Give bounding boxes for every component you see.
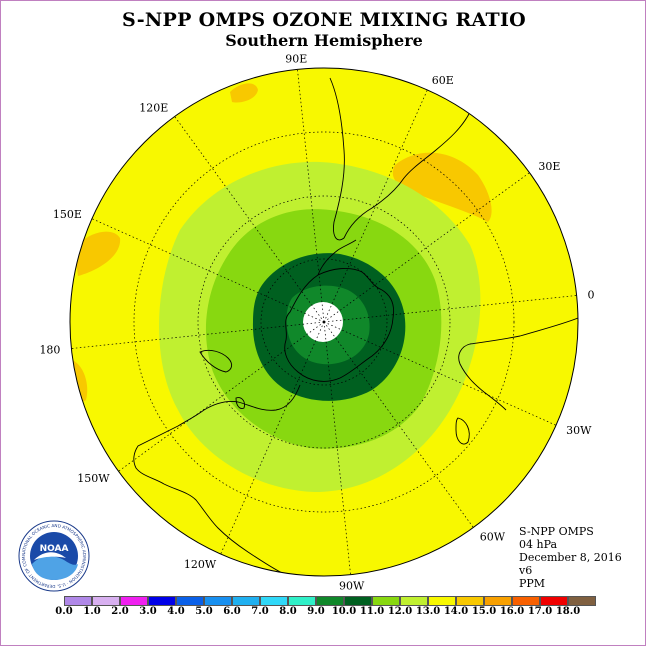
info-instrument: S-NPP OMPS bbox=[519, 525, 594, 538]
noaa-logo-graphic: NATIONAL OCEANIC AND ATMOSPHERIC ADMINIS… bbox=[16, 516, 90, 592]
colorbar-tick-label: 9.0 bbox=[307, 606, 325, 617]
longitude-label: 150E bbox=[53, 208, 82, 221]
noaa-logo: NATIONAL OCEANIC AND ATMOSPHERIC ADMINIS… bbox=[16, 516, 90, 592]
latitude-circle bbox=[197, 195, 451, 449]
logo-text: NOAA bbox=[40, 544, 69, 554]
colorbar-swatch bbox=[344, 596, 372, 606]
info-level: 04 hPa bbox=[519, 538, 558, 551]
graticule bbox=[71, 69, 577, 575]
colorbar-tick-labels: 0.0 1.0 2.0 3.0 4.0 5.0 6.0 7.0 8.0 9.0 10.0 11.0 12… bbox=[0, 606, 648, 622]
colorbar-swatch bbox=[372, 596, 400, 606]
info-version: v6 bbox=[519, 564, 533, 577]
colorbar-tick-label: 1.0 bbox=[83, 606, 101, 617]
colorbar-swatch bbox=[288, 596, 316, 606]
longitude-label: 90W bbox=[339, 580, 365, 593]
colorbar-tick-label: 4.0 bbox=[167, 606, 185, 617]
info-units: PPM bbox=[519, 577, 546, 590]
coastlines bbox=[133, 77, 578, 576]
info-date: December 8, 2016 bbox=[519, 551, 622, 564]
colorbar-tick-label: 14.0 bbox=[443, 606, 469, 617]
australia-coastline bbox=[133, 384, 317, 576]
colorbar-swatch bbox=[400, 596, 428, 606]
colorbar-tick-label: 5.0 bbox=[195, 606, 213, 617]
colorbar-swatch bbox=[92, 596, 120, 606]
longitude-label: 60E bbox=[432, 74, 454, 87]
colorbar-swatch bbox=[428, 596, 456, 606]
longitude-label: 120E bbox=[139, 102, 168, 115]
info-block: S-NPP OMPS 04 hPa December 8, 2016 v6 PP… bbox=[519, 525, 622, 590]
colorbar-tick-label: 15.0 bbox=[471, 606, 497, 617]
longitude-label: 30W bbox=[566, 424, 592, 437]
colorbar-tick-label: 6.0 bbox=[223, 606, 241, 617]
latitude-circle bbox=[133, 131, 515, 513]
colorbar-swatch bbox=[176, 596, 204, 606]
map-boundary bbox=[69, 67, 579, 577]
latitude-circle bbox=[260, 258, 388, 386]
colorbar-swatch bbox=[568, 596, 596, 606]
colorbar-tick-label: 11.0 bbox=[359, 606, 385, 617]
colorbar-swatch bbox=[512, 596, 540, 606]
zone-14-15-ppm-patch bbox=[392, 152, 492, 222]
map-title: S-NPP OMPS OZONE MIXING RATIO bbox=[121, 9, 527, 31]
colorbar-swatch bbox=[540, 596, 568, 606]
colorbar-tick-label: 3.0 bbox=[139, 606, 157, 617]
new-zealand-coastline bbox=[199, 349, 233, 373]
longitude-label: 150W bbox=[77, 472, 110, 485]
colorbar-tick-label: 8.0 bbox=[279, 606, 297, 617]
colorbar-tick-label: 16.0 bbox=[499, 606, 525, 617]
longitude-label: 120W bbox=[184, 558, 217, 571]
zone-14-15-ppm-patch bbox=[74, 231, 121, 276]
colorbar bbox=[64, 596, 596, 606]
longitude-label: 90E bbox=[285, 52, 307, 65]
colorbar-tick-label: 18.0 bbox=[555, 606, 581, 617]
longitude-label: 30E bbox=[538, 160, 560, 173]
colorbar-tick-label: 7.0 bbox=[251, 606, 269, 617]
antarctic-peninsula-coastline bbox=[317, 239, 357, 276]
longitude-label: 180 bbox=[39, 344, 60, 357]
colorbar-tick-label: 2.0 bbox=[111, 606, 129, 617]
longitude-label: 0 bbox=[588, 288, 595, 301]
colorbar-swatch bbox=[316, 596, 344, 606]
colorbar-swatch bbox=[204, 596, 232, 606]
map-subtitle: Southern Hemisphere bbox=[225, 31, 423, 50]
colorbar-tick-label: 0.0 bbox=[55, 606, 73, 617]
colorbar-swatch bbox=[456, 596, 484, 606]
longitude-label: 60W bbox=[480, 530, 506, 543]
zone-14-15-ppm-patch bbox=[230, 83, 258, 103]
colorbar-tick-label: 12.0 bbox=[387, 606, 413, 617]
colorbar-swatch bbox=[260, 596, 288, 606]
colorbar-swatch bbox=[120, 596, 148, 606]
colorbar-tick-label: 17.0 bbox=[527, 606, 553, 617]
colorbar-tick-label: 13.0 bbox=[415, 606, 441, 617]
africa-coastline bbox=[458, 317, 578, 411]
tasmania-coastline bbox=[235, 397, 245, 409]
colorbar-swatch bbox=[484, 596, 512, 606]
south-america-coastline bbox=[329, 77, 493, 241]
colorbar-swatch bbox=[232, 596, 260, 606]
madagascar-coastline bbox=[455, 417, 470, 445]
colorbar-tick-label: 10.0 bbox=[331, 606, 357, 617]
colorbar-swatch bbox=[64, 596, 92, 606]
antarctica-coastline bbox=[284, 268, 394, 382]
colorbar-swatch bbox=[148, 596, 176, 606]
